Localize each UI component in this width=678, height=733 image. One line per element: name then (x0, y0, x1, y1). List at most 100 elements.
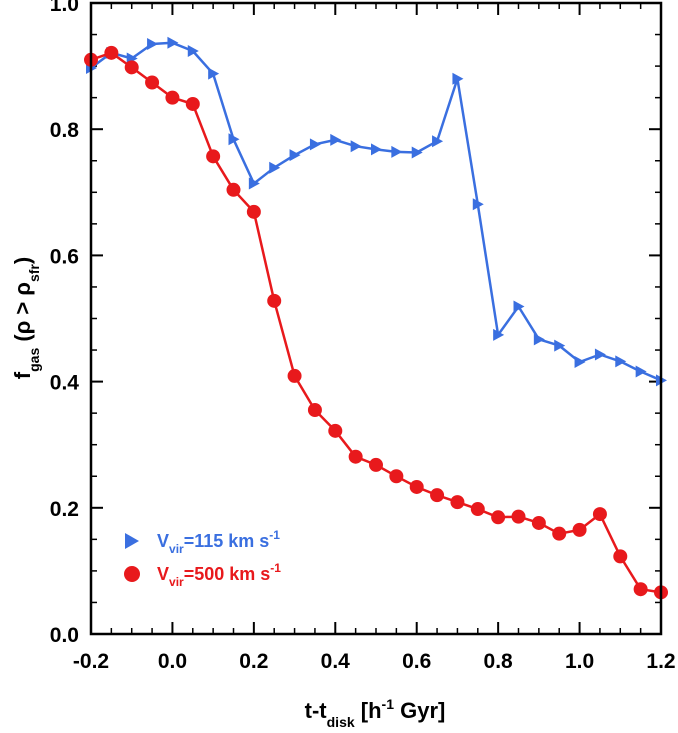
legend-label-115-text: =115 km s (184, 531, 270, 551)
data-point-circle (389, 469, 404, 484)
x-tick-label: 1.2 (646, 650, 675, 673)
data-point-circle (613, 549, 628, 564)
data-point-circle (104, 45, 119, 60)
series-0 (86, 36, 667, 387)
x-axis-title: t-tdisk [h-1 Gyr] (305, 696, 446, 730)
y-tick-label: 0.4 (50, 372, 80, 395)
data-point-circle (246, 204, 261, 219)
data-point-triangle (452, 72, 464, 85)
data-point-triangle (289, 149, 301, 162)
legend-label-115-prefix: V (157, 531, 169, 551)
x-tick-label: 0.6 (402, 650, 431, 673)
data-point-circle (348, 449, 363, 464)
legend-label-500-sup: -1 (270, 561, 281, 575)
x-tick-label: 0.8 (484, 650, 514, 673)
data-point-circle (145, 75, 160, 90)
x-axis-title-subscript: disk (327, 714, 355, 730)
x-axis-title-bracket: [h (355, 698, 382, 723)
data-point-triangle (411, 146, 423, 159)
data-point-triangle (635, 365, 647, 378)
plot-frame (89, 1, 663, 636)
x-tick-label: 0.0 (158, 650, 187, 673)
y-tick-label: 0.2 (50, 498, 79, 521)
data-point-circle (552, 526, 567, 541)
x-axis-title-main: t-t (305, 698, 328, 723)
data-point-triangle (574, 356, 586, 369)
x-tick-label: 0.4 (321, 650, 351, 673)
legend-label-500-sub: vir (169, 575, 184, 589)
data-point-circle (226, 182, 241, 197)
data-point-circle (491, 510, 506, 525)
data-point-triangle (371, 143, 382, 156)
data-point-triangle (350, 140, 362, 153)
series-1 (84, 45, 668, 600)
legend-item-115: Vvir=115 km s-1 (125, 528, 280, 556)
data-point-triangle (432, 135, 444, 148)
y-tick-label: 0.6 (50, 245, 79, 268)
data-point-triangle (513, 300, 525, 313)
y-axis-title-close: ) (10, 257, 35, 264)
data-point-triangle (391, 145, 403, 158)
data-point-circle (572, 522, 587, 537)
data-point-triangle (208, 67, 220, 80)
data-point-triangle (615, 355, 627, 368)
legend-item-500: Vvir=500 km s-1 (124, 561, 281, 589)
data-point-circle (369, 457, 383, 472)
data-point-triangle (269, 161, 281, 174)
data-point-triangle (187, 44, 199, 57)
data-point-circle (165, 90, 180, 105)
data-point-circle (124, 60, 139, 75)
data-point-circle (633, 582, 648, 597)
data-point-triangle (147, 38, 159, 51)
data-point-circle (511, 509, 526, 524)
data-point-triangle (248, 177, 260, 190)
data-point-circle (307, 402, 322, 417)
legend-marker-triangle (125, 533, 139, 549)
data-point-triangle (167, 36, 179, 49)
x-axis-title-unit: Gyr] (394, 698, 445, 723)
legend-label-500-prefix: V (157, 564, 169, 584)
y-tick-label: 1.0 (50, 0, 79, 16)
y-axis-title-subscript: gas (26, 348, 42, 372)
data-point-triangle (309, 138, 321, 151)
data-point-circle (430, 488, 445, 503)
data-point-triangle (533, 333, 545, 346)
legend-label-115: Vvir=115 km s-1 (157, 528, 280, 556)
data-point-circle (328, 423, 343, 438)
data-point-triangle (228, 133, 240, 146)
legend-label-115-sup: -1 (269, 528, 280, 542)
y-axis-title: fgas (ρ > ρsfr) (10, 257, 42, 379)
data-point-triangle (472, 198, 484, 211)
data-point-triangle (594, 348, 606, 361)
data-point-triangle (493, 328, 505, 341)
y-axis-title-subscript-2: sfr (26, 264, 42, 282)
data-point-circle (470, 502, 485, 517)
data-point-circle (450, 495, 465, 510)
data-point-circle (592, 507, 607, 522)
x-tick-label: -0.2 (73, 650, 109, 673)
legend: Vvir=115 km s-1 Vvir=500 km s-1 (124, 528, 281, 589)
y-tick-label: 0.0 (50, 624, 79, 647)
x-tick-label: 1.0 (565, 650, 594, 673)
legend-marker-circle (124, 566, 140, 582)
y-tick-label: 0.8 (50, 119, 80, 142)
legend-label-115-sub: vir (169, 542, 184, 556)
data-point-triangle (330, 133, 342, 146)
legend-label-500-text: =500 km s (184, 564, 271, 584)
tick-labels: -0.2 0.0 0.2 0.4 0.6 0.8 1.0 1.2 0.0 0.2 0.4 0.6 0.8… (50, 0, 676, 673)
data-point-circle (185, 96, 200, 111)
data-point-circle (267, 293, 282, 308)
x-tick-label: 0.2 (239, 650, 268, 673)
data-point-circle (206, 149, 221, 164)
y-axis-title-condition: (ρ > ρ (10, 282, 35, 348)
data-point-circle (409, 479, 424, 494)
x-axis-title-superscript: -1 (382, 696, 395, 712)
legend-label-500: Vvir=500 km s-1 (157, 561, 281, 589)
y-axis-title-main: f (10, 371, 35, 379)
data-point-triangle (554, 339, 566, 352)
data-point-circle (287, 368, 302, 383)
data-point-circle (531, 515, 546, 530)
data-series (84, 36, 668, 600)
